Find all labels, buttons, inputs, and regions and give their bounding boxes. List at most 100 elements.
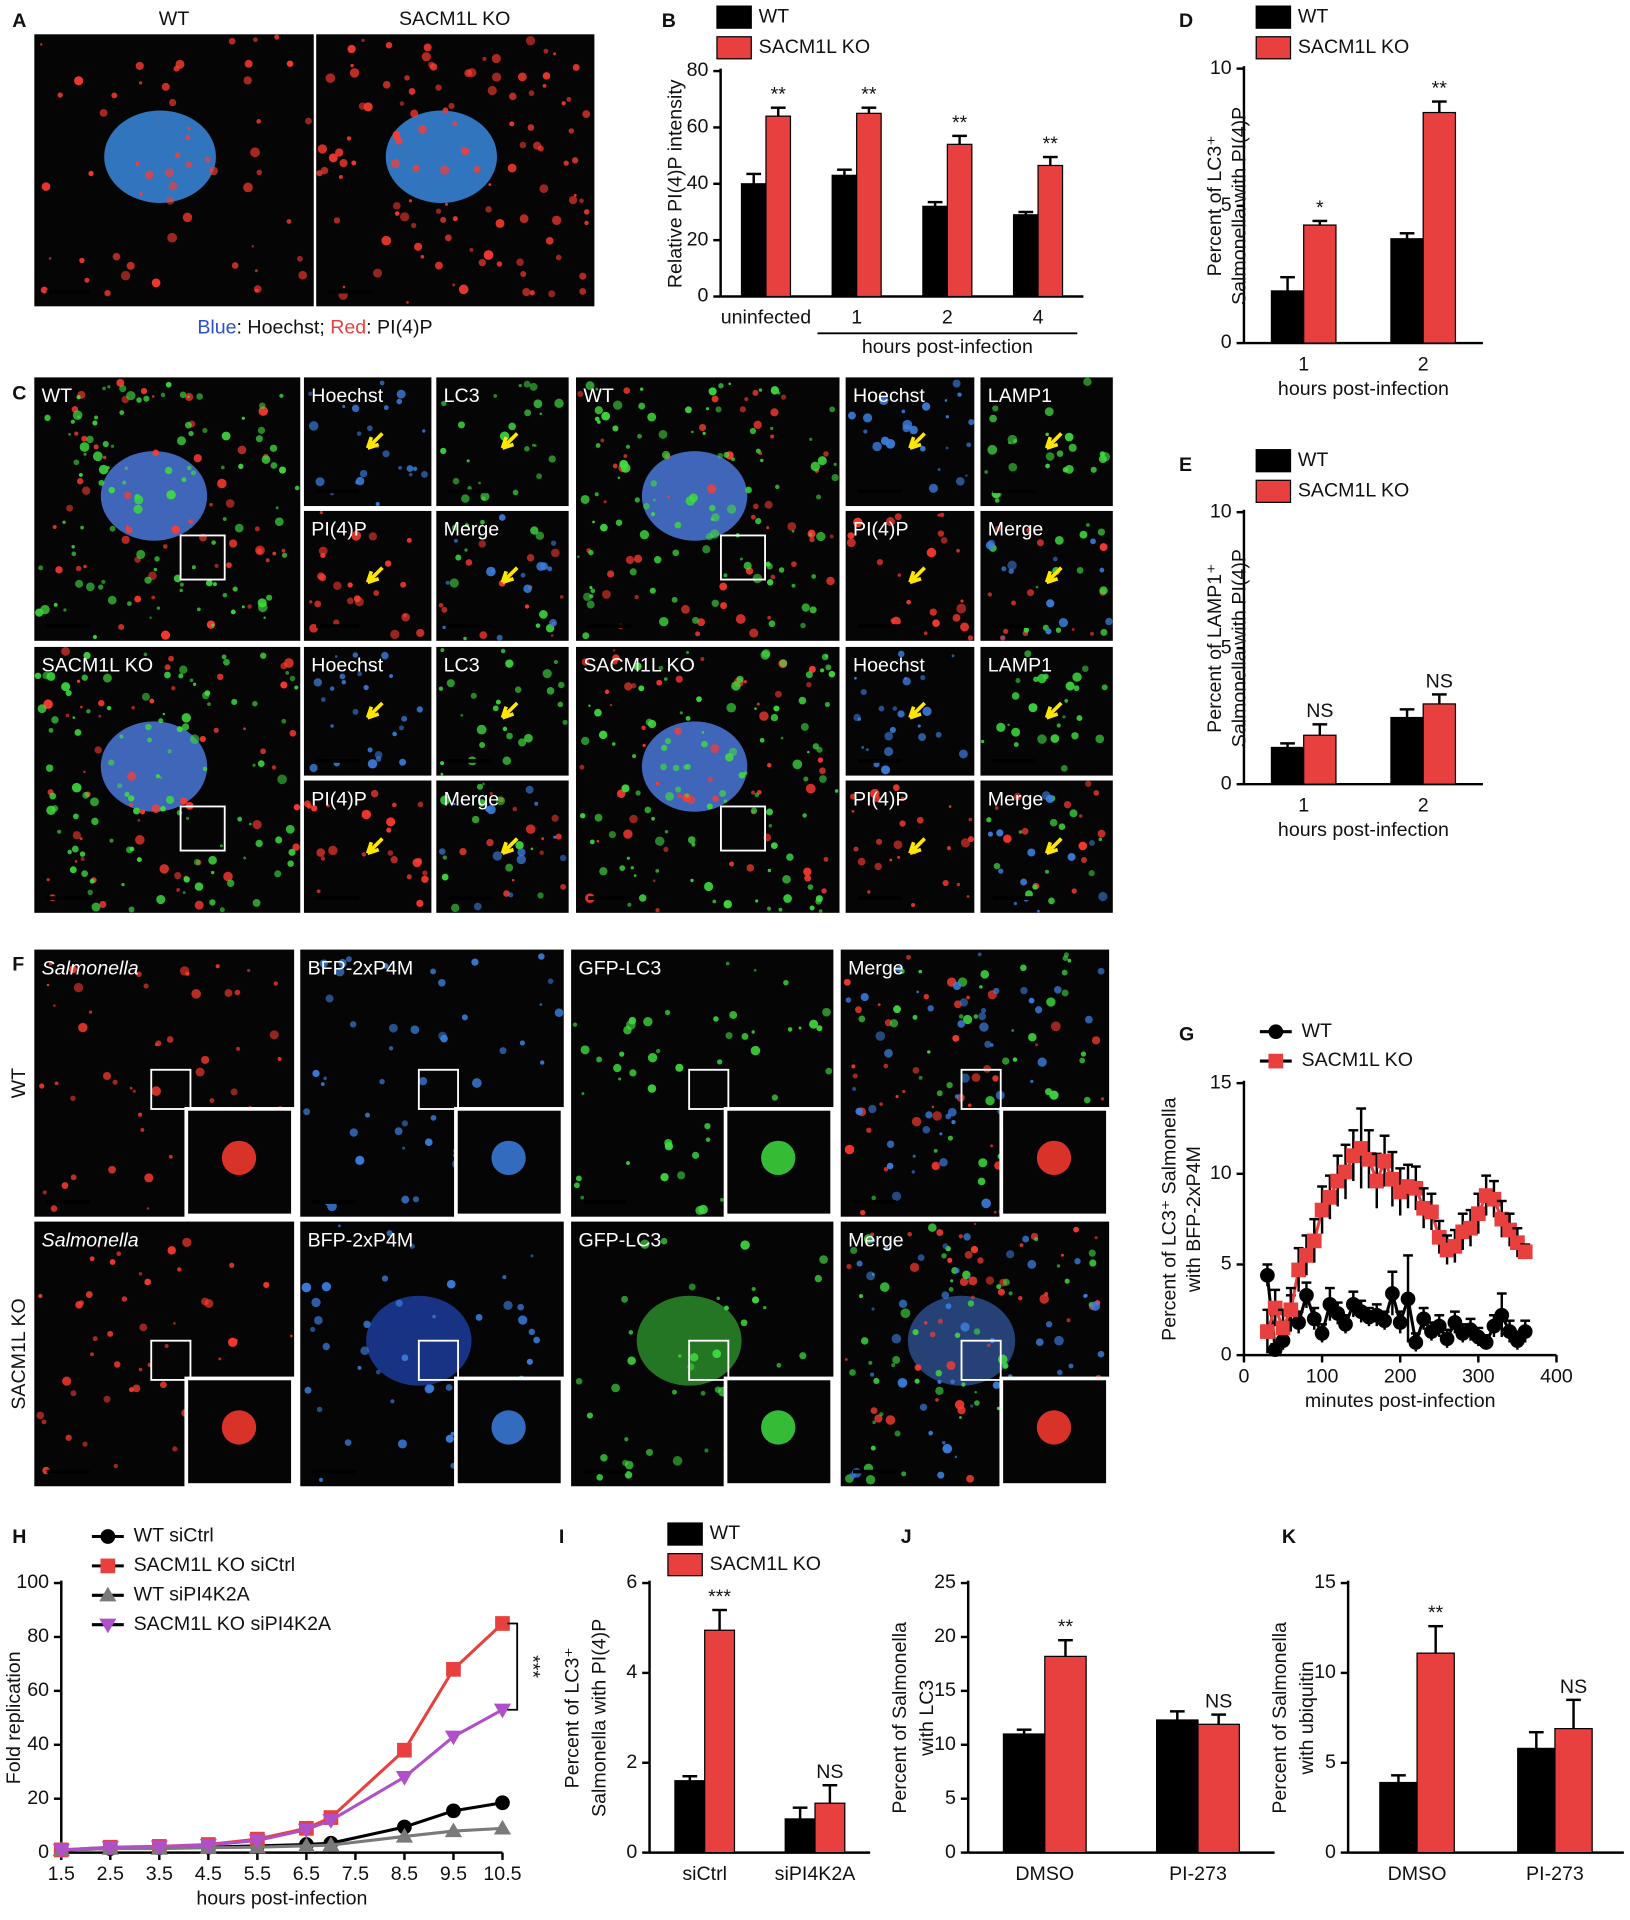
signal	[345, 956, 352, 963]
signal	[911, 902, 916, 908]
signal	[73, 982, 84, 993]
signal	[527, 124, 535, 131]
signal	[875, 1031, 886, 1041]
signal	[612, 463, 618, 469]
signal	[403, 613, 407, 618]
significance: NS	[1560, 1676, 1587, 1698]
signal	[316, 889, 321, 894]
signal	[960, 622, 970, 632]
inset-signal	[491, 1140, 526, 1176]
signal	[750, 514, 756, 520]
signal	[874, 1414, 883, 1423]
marker	[1377, 1313, 1392, 1329]
signal	[204, 156, 211, 163]
signal	[37, 704, 47, 714]
signal	[862, 413, 873, 423]
legend-label: WT siCtrl	[134, 1525, 214, 1547]
signal	[408, 472, 413, 477]
signal	[922, 1126, 931, 1134]
signal	[153, 567, 158, 572]
signal	[402, 1146, 406, 1150]
signal	[679, 711, 683, 715]
signal	[136, 549, 146, 559]
signal	[523, 584, 532, 594]
legend-label: WT	[1302, 1020, 1332, 1042]
signal	[399, 101, 405, 106]
signal	[860, 993, 869, 1002]
signal	[1044, 407, 1054, 417]
signal	[444, 234, 452, 242]
signal	[357, 671, 363, 677]
signal	[486, 838, 494, 847]
signal	[89, 1256, 95, 1262]
signal	[675, 1063, 684, 1072]
signal	[893, 840, 903, 850]
signal	[40, 286, 48, 294]
signal	[1054, 1335, 1064, 1346]
signal	[912, 1014, 918, 1020]
signal	[202, 427, 208, 434]
y-tick-label: 0	[697, 285, 708, 307]
signal	[231, 698, 238, 706]
signal	[440, 772, 444, 776]
signal	[188, 519, 194, 525]
signal	[573, 193, 577, 197]
signal	[1037, 734, 1047, 744]
signal	[631, 683, 637, 689]
signal	[191, 565, 196, 570]
signal	[512, 806, 518, 812]
signal	[929, 1331, 936, 1338]
bar	[1012, 214, 1039, 298]
signal	[70, 419, 75, 424]
signal	[627, 1356, 636, 1366]
signal	[473, 166, 481, 174]
image-label: Merge	[444, 519, 500, 541]
inset	[184, 1107, 295, 1218]
signal	[440, 761, 445, 766]
inset-signal	[761, 1140, 796, 1176]
signal	[132, 1384, 141, 1393]
signal	[780, 736, 784, 740]
signal	[928, 483, 938, 493]
signal	[865, 748, 869, 752]
signal	[113, 1463, 118, 1469]
signal	[770, 434, 775, 439]
signal	[927, 1005, 934, 1012]
signal	[931, 1162, 940, 1170]
signal	[960, 838, 971, 848]
signal	[745, 486, 752, 494]
signal	[743, 680, 747, 684]
signal	[554, 1008, 564, 1017]
signal	[884, 1049, 893, 1058]
x-axis-label: hours post-infection	[1278, 378, 1449, 400]
signal	[980, 1007, 987, 1014]
panel-letter: C	[12, 383, 26, 405]
signal	[705, 407, 710, 411]
marker	[1330, 1306, 1346, 1321]
signal	[598, 730, 608, 740]
signal	[314, 600, 322, 608]
signal	[285, 824, 295, 834]
signal	[624, 682, 633, 691]
signal	[225, 499, 235, 508]
signal	[530, 847, 534, 851]
signal	[524, 446, 530, 452]
signal	[303, 1108, 311, 1116]
signal	[401, 715, 408, 722]
signal	[338, 1224, 341, 1228]
x-tick-label: DMSO	[1015, 1863, 1074, 1885]
signal	[925, 1111, 933, 1119]
signal	[109, 838, 114, 843]
signal	[351, 404, 360, 413]
signal	[192, 682, 197, 686]
signal	[41, 1419, 47, 1425]
signal	[294, 485, 300, 491]
signal	[1099, 586, 1108, 595]
x-axis-label: hours post-infection	[196, 1887, 367, 1909]
signal	[980, 970, 990, 979]
signal	[146, 1207, 150, 1210]
signal	[987, 831, 994, 837]
signal	[184, 421, 192, 429]
y-tick-label: 5	[1221, 1253, 1232, 1275]
signal	[252, 763, 256, 767]
